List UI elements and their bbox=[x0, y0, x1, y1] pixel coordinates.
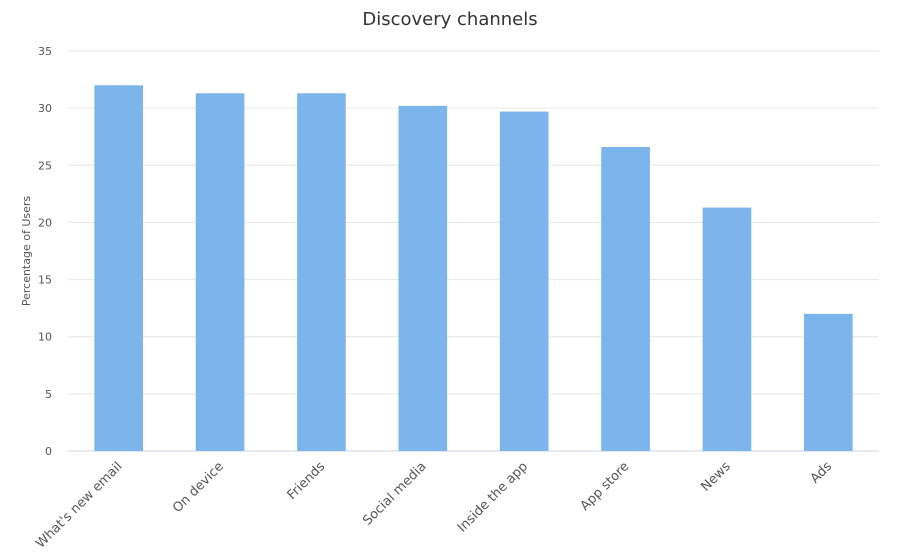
bar[interactable] bbox=[94, 85, 144, 452]
x-tick-label: On device bbox=[170, 459, 227, 516]
y-tick-label: 5 bbox=[45, 388, 52, 401]
bar[interactable] bbox=[803, 313, 853, 451]
x-tick-label: Friends bbox=[285, 459, 329, 503]
y-tick-label: 0 bbox=[45, 445, 52, 458]
bar[interactable] bbox=[601, 147, 650, 451]
x-tick-label: News bbox=[698, 459, 734, 495]
x-tick-label: What's new email bbox=[33, 459, 125, 551]
bar[interactable] bbox=[702, 207, 752, 451]
y-tick-label: 25 bbox=[38, 159, 52, 172]
chart-title: Discovery channels bbox=[362, 9, 538, 30]
bar[interactable] bbox=[499, 111, 549, 452]
y-tick-label: 30 bbox=[38, 102, 52, 115]
x-tick-label: Social media bbox=[360, 459, 429, 528]
x-tick-label: App store bbox=[578, 459, 633, 514]
bar[interactable] bbox=[195, 93, 245, 452]
bar[interactable] bbox=[297, 93, 346, 452]
y-tick-label: 10 bbox=[38, 331, 52, 344]
bar[interactable] bbox=[398, 105, 448, 451]
y-tick-label: 15 bbox=[38, 274, 52, 287]
x-tick-label: Inside the app bbox=[455, 459, 531, 535]
y-tick-label: 35 bbox=[38, 45, 52, 58]
y-axis-label: Percentage of Users bbox=[20, 196, 33, 307]
y-tick-label: 20 bbox=[38, 216, 52, 229]
x-tick-label: Ads bbox=[808, 459, 836, 487]
